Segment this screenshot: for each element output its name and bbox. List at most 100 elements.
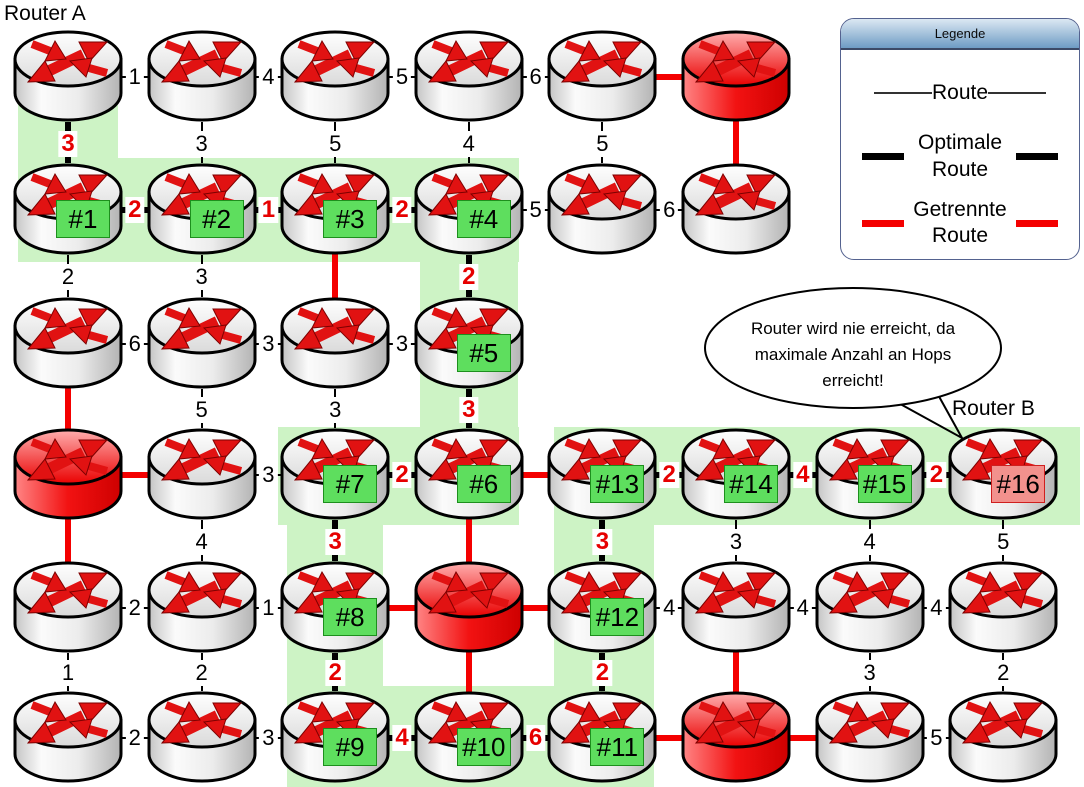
router-icon [12,29,124,125]
link-cost: 5 [927,725,946,751]
router-icon [12,296,124,392]
link-cost: 3 [58,130,78,157]
router-tag: #3 [323,200,378,238]
link-cost: 5 [392,64,412,90]
link-cost: 3 [259,462,278,488]
link-cost: 3 [726,528,746,555]
link-cost: 1 [125,64,144,90]
optimal-route-line-sample [1016,153,1058,160]
link-cost: 3 [860,660,879,686]
link-cost: 2 [926,462,947,488]
router-icon [546,29,658,125]
link-cost: 5 [192,396,211,423]
link-cost: 6 [525,725,546,751]
broken-route-link [733,648,739,696]
broken-route-line-sample [862,219,904,227]
router-icon [12,560,124,656]
router-icon [279,29,391,125]
link-cost: 6 [526,64,545,90]
link-cost: 2 [994,660,1013,686]
link-cost: 4 [259,64,278,90]
callout-line: erreicht! [822,371,883,390]
legend-item-route: Route [841,80,1079,106]
router-tag: #11 [590,728,645,766]
link-cost: 5 [593,130,612,157]
router-tag: #13 [590,465,645,503]
link-cost: 4 [793,462,813,488]
router-tag: #1 [56,200,110,238]
route-line-sample [988,92,1047,95]
link-cost: 3 [259,331,278,357]
link-cost: 2 [192,660,211,686]
callout-line: maximale Anzahl an Hops [755,345,952,364]
link-cost: 6 [125,331,144,357]
router-tag: #15 [857,465,912,503]
callout-line: Router wird nie erreicht, da [751,319,956,338]
link-cost: 2 [325,660,345,686]
legend-item-optimal-route: Optimale Route [841,130,1079,183]
broken-route-link [465,515,472,566]
router-icon [680,162,792,258]
router-icon [947,560,1059,656]
router-failed-icon [680,690,792,786]
router-b-label: Router B [952,397,1035,420]
legend-title: Legende [841,19,1079,50]
link-cost: 2 [659,462,679,488]
link-cost: 6 [660,197,679,223]
router-tag: #8 [323,598,378,636]
link-cost: 2 [459,264,479,290]
router-failed-icon [12,427,124,523]
router-icon [146,296,258,392]
link-cost: 2 [125,595,144,621]
router-tag: #10 [456,728,511,766]
link-cost: 3 [259,725,278,751]
broken-route-link [782,735,824,741]
router-failed-icon [413,560,525,656]
router-icon [814,690,926,786]
link-cost: 3 [192,264,211,290]
router-tag: #6 [456,465,511,503]
router-icon [146,560,258,656]
broken-route-link [65,515,71,566]
router-icon [947,690,1059,786]
broken-route-link [514,605,557,611]
link-cost: 4 [660,595,679,621]
broken-route-link [381,605,423,611]
link-cost: 3 [326,396,345,423]
link-cost: 5 [526,197,545,223]
link-cost: 3 [192,130,211,157]
router-icon [814,560,926,656]
optimal-route-line-sample [862,153,904,160]
route-line-sample [873,92,932,95]
router-icon [146,427,258,523]
link-cost: 4 [927,595,946,621]
broken-route-link [65,384,71,433]
link-cost: 2 [392,462,412,488]
router-icon [546,162,658,258]
link-cost: 4 [192,528,211,555]
legend-item-broken-route: Getrennte Route [841,197,1079,250]
link-cost: 1 [258,197,279,223]
router-tag: #16 [991,465,1046,503]
link-cost: 3 [459,396,479,423]
router-icon [12,690,124,786]
link-cost: 2 [58,264,78,290]
broken-route-link [114,472,156,478]
link-cost: 2 [592,660,613,686]
link-cost: 3 [325,528,345,555]
broken-route-link [648,74,690,80]
broken-route-link [465,648,472,696]
broken-route-link [733,117,739,168]
router-icon [413,29,525,125]
link-cost: 4 [793,595,812,621]
link-cost: 2 [392,197,412,223]
link-cost: 3 [392,331,412,357]
router-tag: #14 [724,465,778,503]
router-a-label: Router A [4,2,86,25]
router-tag: #5 [456,334,511,372]
link-cost: 1 [259,595,278,621]
router-icon [680,560,792,656]
link-cost: 4 [860,528,879,555]
router-failed-icon [680,29,792,125]
link-cost: 2 [125,725,144,751]
